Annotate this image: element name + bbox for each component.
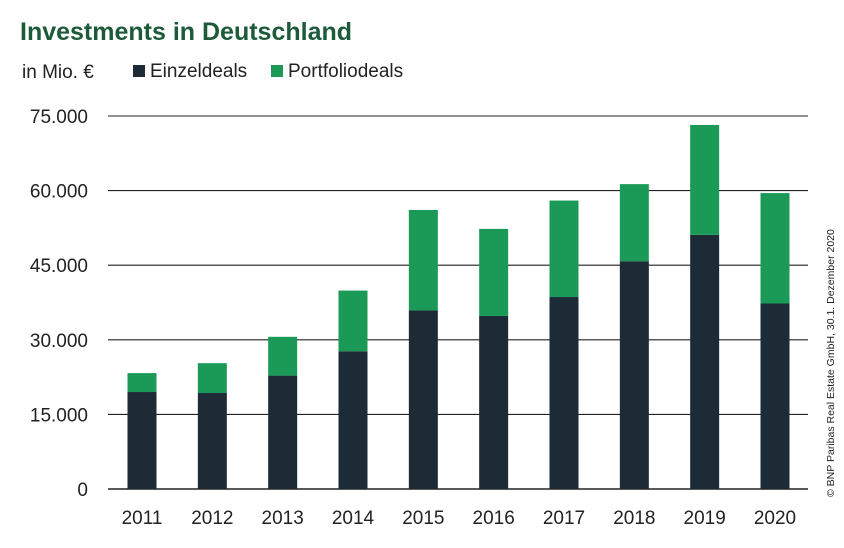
y-tick-label: 30.000 (30, 331, 88, 352)
bars (127, 124, 790, 489)
x-tick-label: 2014 (332, 508, 375, 529)
bar-einzeldeals-2012 (197, 393, 227, 489)
y-tick-label: 45.000 (30, 256, 88, 277)
bar-portfoliodeals-2018 (619, 184, 649, 262)
bar-portfoliodeals-2013 (268, 336, 298, 376)
x-tick-label: 2012 (191, 508, 233, 529)
bar-portfoliodeals-2015 (408, 209, 438, 311)
x-tick-label: 2020 (754, 508, 796, 529)
unit-label: in Mio. € (22, 62, 94, 83)
bar-einzeldeals-2013 (268, 375, 298, 489)
legend-swatch (133, 65, 145, 77)
bar-portfoliodeals-2019 (690, 124, 720, 235)
x-tick-label: 2017 (543, 508, 585, 529)
legend-swatch (271, 65, 283, 77)
bar-portfoliodeals-2017 (549, 200, 579, 298)
bar-einzeldeals-2018 (619, 261, 649, 489)
y-tick-label: 75.000 (30, 107, 88, 128)
y-tick-label: 60.000 (30, 182, 88, 203)
bar-einzeldeals-2019 (690, 234, 720, 489)
x-tick-label: 2013 (262, 508, 304, 529)
source-note: © BNP Paribas Real Estate GmbH, 30.1. De… (825, 229, 837, 497)
legend-label: Einzeldeals (150, 61, 247, 82)
bar-einzeldeals-2015 (408, 310, 438, 489)
y-axis-ticks: 0 15.000 30.000 45.000 60.000 75.000 (30, 107, 88, 501)
bar-einzeldeals-2020 (760, 303, 790, 489)
x-tick-label: 2016 (473, 508, 515, 529)
legend: Einzeldeals Portfoliodeals (133, 61, 403, 82)
bar-portfoliodeals-2020 (760, 193, 790, 304)
bar-einzeldeals-2016 (479, 315, 509, 489)
bar-einzeldeals-2011 (127, 392, 157, 489)
y-tick-label: 15.000 (30, 405, 88, 426)
bar-einzeldeals-2014 (338, 351, 368, 489)
chart-title: Investments in Deutschland (20, 18, 352, 46)
x-tick-label: 2015 (402, 508, 444, 529)
legend-label: Portfoliodeals (288, 61, 403, 82)
x-tick-label: 2019 (684, 508, 726, 529)
bar-einzeldeals-2017 (549, 297, 579, 489)
x-axis-ticks: 2011 2012 2013 2014 2015 2016 2017 2018 2019 2020 (122, 508, 797, 529)
bar-portfoliodeals-2016 (479, 228, 509, 316)
bar-portfoliodeals-2011 (127, 373, 157, 393)
bar-portfoliodeals-2012 (197, 363, 227, 394)
x-tick-label: 2011 (122, 508, 163, 529)
bar-portfoliodeals-2014 (338, 290, 368, 352)
x-tick-label: 2018 (613, 508, 655, 529)
y-tick-label: 0 (77, 480, 88, 501)
